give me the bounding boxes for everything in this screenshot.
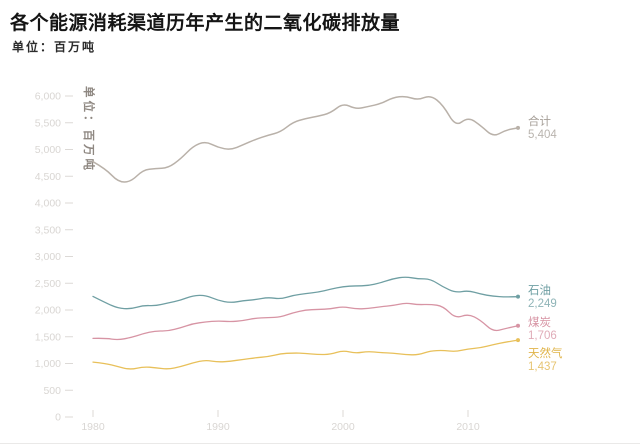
- y-tick-label: 1,000: [35, 358, 61, 370]
- x-tick-label: 1980: [81, 421, 105, 433]
- x-tick-label: 2000: [331, 421, 355, 433]
- y-tick-label: 6,000: [35, 91, 61, 103]
- y-tick-label: 2,000: [35, 305, 61, 317]
- series-endpoint-total: [516, 125, 520, 130]
- bottom-divider: [0, 443, 640, 444]
- series-label-oil: 石油 2,249: [528, 285, 628, 311]
- y-tick-label: 4,000: [35, 198, 61, 210]
- series-value-total: 5,404: [528, 129, 557, 141]
- series-endpoint-gas: [516, 338, 520, 343]
- series-line-total: [92, 95, 519, 183]
- chart-unit-label: 单位：百万吨: [12, 40, 97, 54]
- y-tick-label: 5,500: [35, 117, 61, 129]
- x-axis-ticks: 1980 1990 2000 2010: [81, 410, 480, 433]
- chart-title: 各个能源消耗渠道历年产生的二氧化碳排放量: [10, 13, 401, 34]
- series-value-coal: 1,706: [528, 330, 557, 342]
- y-tick-label: 0: [55, 412, 61, 424]
- x-tick-label: 2010: [456, 421, 480, 433]
- series-name-oil: 石油: [528, 285, 551, 297]
- x-tick-label: 1990: [206, 421, 230, 433]
- y-tick-label: 4,500: [35, 171, 61, 183]
- series-name-coal: 煤炭: [528, 317, 551, 329]
- series-label-total: 合计 5,404: [528, 116, 628, 142]
- y-axis-ticks: 0 500 1,000 1,500 2,000 2,500 3,000 3,500 4,000 4…: [35, 91, 73, 424]
- y-tick-label: 500: [43, 385, 61, 397]
- series-label-gas: 天然气 1,437: [528, 348, 628, 374]
- series-label-coal: 煤炭 1,706: [528, 317, 628, 343]
- y-tick-label: 5,000: [35, 144, 61, 156]
- series-lines: [92, 95, 520, 370]
- series-line-coal: [92, 302, 519, 341]
- series-value-gas: 1,437: [528, 361, 557, 373]
- series-name-gas: 天然气: [528, 348, 563, 360]
- y-tick-label: 1,500: [35, 331, 61, 343]
- series-endpoint-oil: [516, 294, 520, 299]
- series-name-total: 合计: [528, 116, 551, 128]
- series-line-gas: [92, 339, 519, 370]
- series-line-oil: [92, 276, 519, 310]
- y-tick-label: 3,500: [35, 224, 61, 236]
- series-endpoint-coal: [516, 323, 520, 328]
- y-tick-label: 2,500: [35, 278, 61, 290]
- y-tick-label: 3,000: [35, 251, 61, 263]
- series-value-oil: 2,249: [528, 298, 557, 310]
